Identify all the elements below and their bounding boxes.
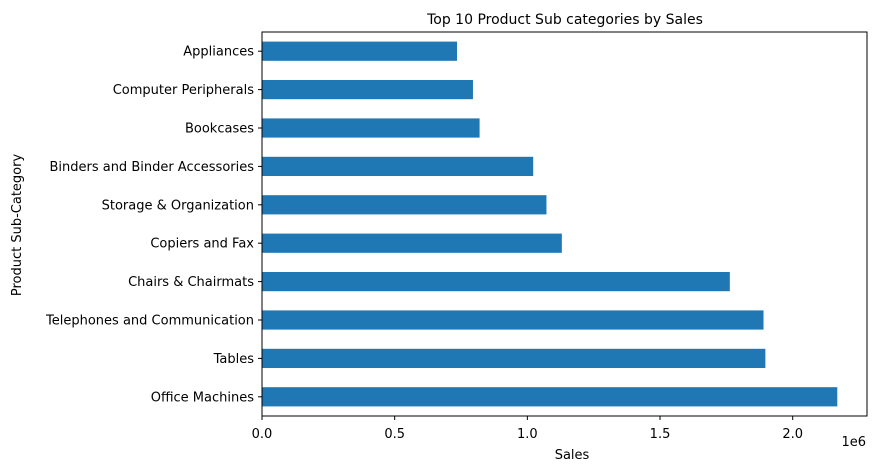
bar: [262, 310, 764, 330]
y-tick-label: Tables: [213, 352, 255, 367]
bar: [262, 80, 473, 100]
x-axis-scale-label: 1e6: [841, 435, 866, 450]
x-tick-label: 0.5: [384, 427, 405, 442]
y-tick-label: Binders and Binder Accessories: [49, 160, 254, 175]
x-tick-label: 2.0: [782, 427, 803, 442]
y-tick-label: Office Machines: [151, 390, 254, 405]
y-tick-label: Bookcases: [185, 122, 254, 137]
y-tick-label: Telephones and Communication: [45, 314, 254, 329]
x-tick-label: 1.0: [517, 427, 538, 442]
bar: [262, 233, 562, 253]
bar: [262, 195, 547, 215]
x-tick-label: 1.5: [650, 427, 671, 442]
x-axis-ticks: 0.0 0.5 1.0 1.5 2.0: [252, 416, 803, 442]
bars-group: [262, 41, 838, 407]
bar: [262, 41, 458, 61]
x-axis-label: Sales: [555, 448, 590, 463]
bar: [262, 272, 730, 292]
bar: [262, 348, 766, 368]
y-tick-label: Storage & Organization: [102, 198, 254, 213]
y-tick-label: Copiers and Fax: [150, 237, 254, 252]
chart-title: Top 10 Product Sub categories by Sales: [426, 12, 703, 28]
plot-frame: [261, 31, 868, 417]
bar: [262, 118, 480, 138]
y-tick-label: Computer Peripherals: [113, 83, 255, 98]
y-tick-label: Appliances: [183, 45, 254, 60]
y-axis-label: Product Sub-Category: [10, 154, 25, 297]
x-tick-label: 0.0: [252, 427, 273, 442]
y-tick-label: Chairs & Chairmats: [128, 275, 254, 290]
y-axis-ticks: Appliances Computer Peripherals Bookcases B…: [45, 45, 262, 405]
bar: [262, 387, 838, 407]
bar: [262, 156, 534, 176]
